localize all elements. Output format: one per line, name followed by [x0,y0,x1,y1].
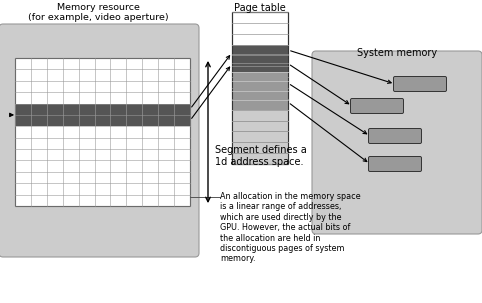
FancyBboxPatch shape [369,128,421,144]
Bar [232,45,288,72]
FancyBboxPatch shape [350,98,403,114]
Text: Memory resource
(for example, video aperture): Memory resource (for example, video aper… [27,3,168,22]
Bar [15,104,190,126]
Bar [15,58,190,206]
Bar [232,12,288,164]
Bar [232,72,288,110]
Bar [232,110,288,164]
Bar [232,12,288,164]
Text: Page table: Page table [234,3,286,13]
FancyBboxPatch shape [369,157,421,171]
FancyBboxPatch shape [393,76,446,92]
Text: System memory: System memory [357,48,437,58]
FancyBboxPatch shape [0,24,199,257]
Text: Segment defines a
1d address space.: Segment defines a 1d address space. [215,145,307,167]
Text: An allocation in the memory space
is a linear range of addresses,
which are used: An allocation in the memory space is a l… [220,192,361,263]
FancyBboxPatch shape [312,51,482,234]
